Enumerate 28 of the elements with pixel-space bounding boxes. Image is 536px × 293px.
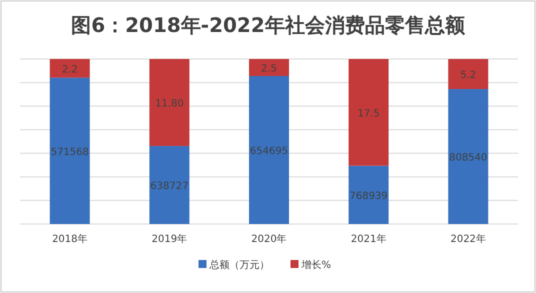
bar xyxy=(149,146,190,224)
annotation: 11.80 xyxy=(155,98,184,110)
chart-title: 图6：2018年-2022年社会消费品零售总额 xyxy=(71,13,466,37)
annotation: 571568 xyxy=(50,146,89,158)
bar xyxy=(448,59,488,90)
bar xyxy=(448,89,488,224)
bar xyxy=(149,59,190,146)
annotation: 654695 xyxy=(250,146,288,157)
x-tick-label: 2019年 xyxy=(152,233,188,245)
bar xyxy=(50,59,90,78)
bar xyxy=(348,166,389,224)
annotation: 768939 xyxy=(350,190,388,202)
annotation: 5.2 xyxy=(460,70,476,82)
annotation: 17.5 xyxy=(357,108,380,120)
annotation: 638727 xyxy=(150,180,188,192)
annotation: 2.5 xyxy=(261,63,277,74)
annotation: 808540 xyxy=(449,152,488,164)
bar xyxy=(249,76,289,224)
x-tick-label: 2018年 xyxy=(52,233,88,245)
x-tick-label: 2022年 xyxy=(450,233,486,245)
bar xyxy=(249,59,289,76)
x-tick-label: 2021年 xyxy=(350,233,386,245)
annotation: 2.2 xyxy=(62,64,78,76)
bar xyxy=(50,78,90,224)
legend-label: 增长% xyxy=(300,259,332,271)
bar xyxy=(348,59,389,166)
legend-label: 总额（万元） xyxy=(208,259,270,271)
x-tick-label: 2020年 xyxy=(251,233,287,245)
